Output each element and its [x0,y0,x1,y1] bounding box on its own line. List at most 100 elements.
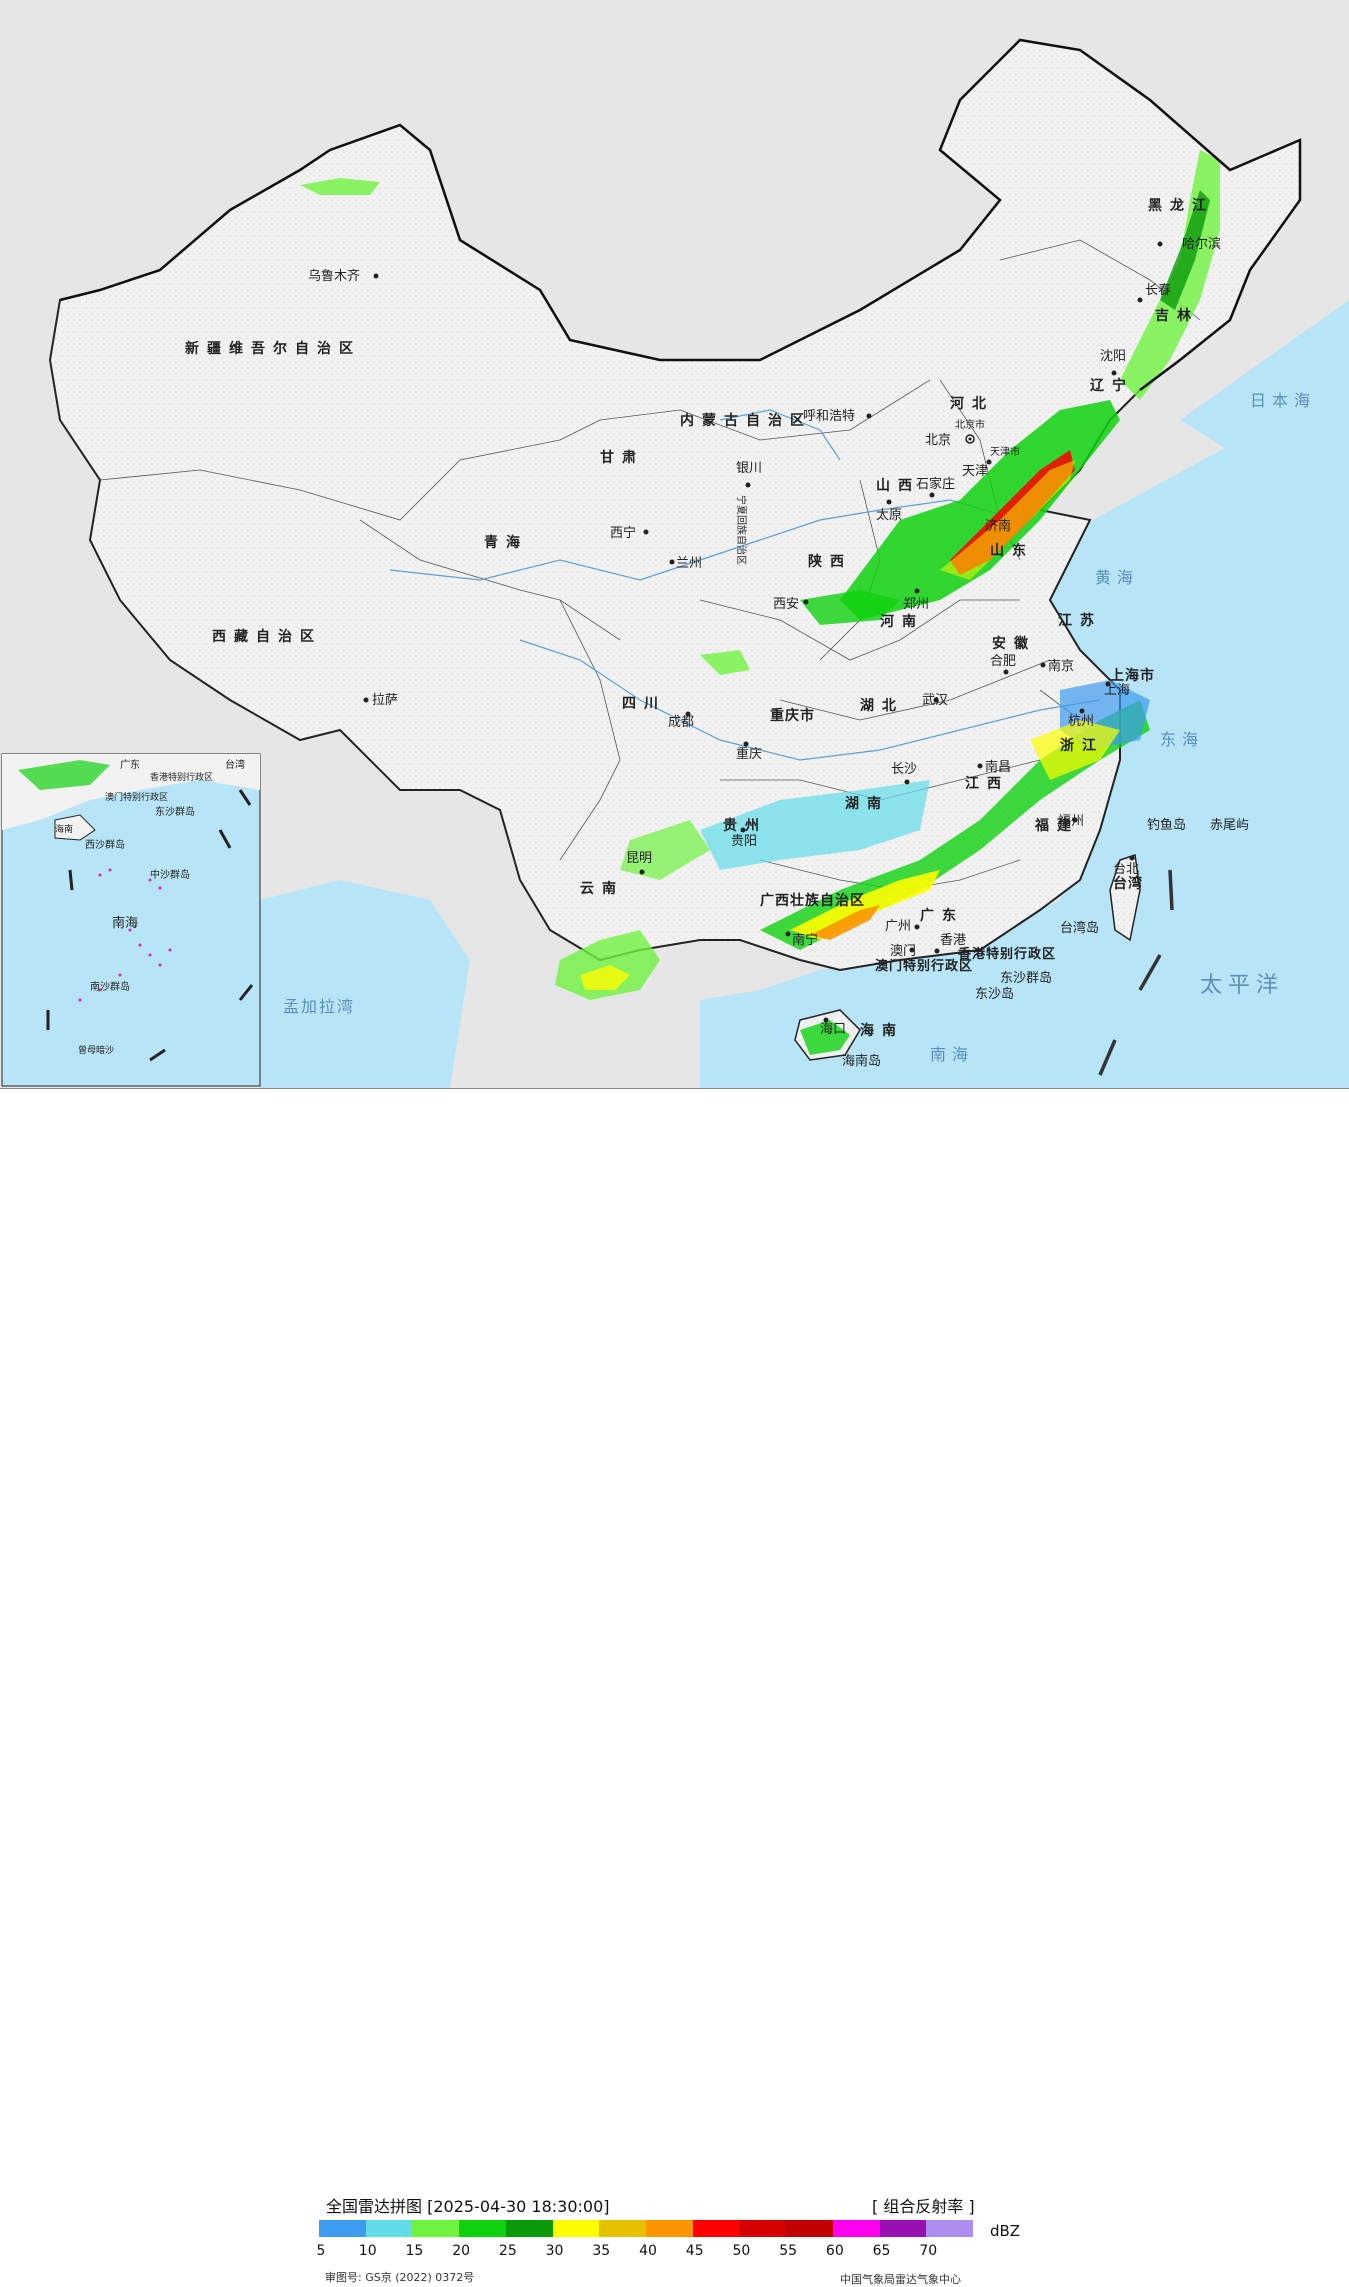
sea-japan: 日本海 [1250,391,1316,410]
label-sichuan: 四川 [622,696,666,712]
color-swatch [319,2220,366,2237]
city-changchun: 长春 [1145,283,1171,298]
bay-of-bengal [260,880,470,1088]
color-swatch [786,2220,833,2237]
label-jiangxi: 江西 [965,775,1009,792]
label-gansu: 甘肃 [600,449,644,466]
city-chengdu: 成都 [668,715,694,730]
echo-north-yellow [940,460,1075,580]
city-hefei: 合肥 [990,654,1016,669]
inset-label-zengmu: 曾母暗沙 [78,1044,114,1056]
city-urumqi: 乌鲁木齐 [308,268,360,284]
label-shaanxi: 陕西 [808,553,852,570]
city-labels: 乌鲁木齐 拉萨 西宁 兰州 银川 呼和浩特 北京 天津 石家庄 太原 西安 郑州… [308,236,1221,1037]
label-liaoning: 辽宁 [1090,377,1134,394]
color-swatch [365,2220,413,2237]
tick-label: 60 [825,2243,844,2259]
echo-shaanxi [800,590,900,625]
city-taipei: 台北 [1113,862,1139,877]
tick-label: 25 [498,2243,517,2259]
city-guangzhou: 广州 [885,919,911,934]
label-anhui: 安徽 [992,635,1036,652]
city-hohhot: 呼和浩特 [803,409,855,424]
label-chongqing: 重庆市 [770,707,815,724]
tick-label: 65 [872,2243,891,2259]
echo-yunnan-core [580,965,630,990]
label-shanxi: 山西 [876,478,920,494]
city-chongqing: 重庆 [736,746,762,762]
label-hongkong: 香港特别行政区 [957,946,1056,962]
tick-label: 10 [358,2243,377,2259]
island-chiwei: 赤尾屿 [1210,818,1249,833]
echo-south-core [790,870,940,940]
ocean [700,380,1349,1088]
label-macau: 澳门特别行政区 [875,958,973,974]
city-tianjin: 天津 [962,464,988,479]
echo-east-core [1030,720,1120,780]
city-shanghai: 上海 [1104,683,1130,698]
label-hubei: 湖北 [860,698,904,714]
echo-sichuan [700,650,750,675]
echo-xinjiang [300,178,380,195]
island-hainan: 海南岛 [842,1053,881,1069]
national-border [59,38,1302,391]
echo-guizhou [620,820,710,880]
sea-south: 南海 [930,1045,974,1064]
tick-label: 5 [316,2243,326,2259]
echo-yunnan [555,930,660,1000]
label-hunan: 湖南 [845,795,889,812]
inset-label-taiwan: 台湾 [225,758,245,771]
sea-east: 东海 [1160,730,1204,749]
inset-label-hainan: 海南 [55,823,73,835]
city-taiyuan: 太原 [876,508,902,523]
city-shenyang: 沈阳 [1100,349,1126,364]
inset-label-zhongsha: 中沙群岛 [150,868,190,881]
inset-label-xisha: 西沙群岛 [85,838,125,851]
city-hongkong: 香港 [940,933,966,948]
city-fuzhou: 福州 [1058,814,1084,829]
label-fujian: 福建 [1034,817,1079,834]
city-guiyang: 贵阳 [731,834,757,849]
tick-label: 70 [919,2243,938,2259]
city-jinan: 济南 [985,518,1011,534]
color-swatch [599,2220,647,2237]
label-hebei: 河北 [950,395,994,412]
legend-title: 全国雷达拼图 [2025-04-30 18:30:00] [326,2197,610,2216]
city-haikou: 海口 [820,1022,846,1037]
city-kunming: 昆明 [626,851,652,866]
color-swatch [739,2220,787,2237]
sea-yellow: 黄海 [1095,568,1139,587]
label-guangxi: 广西壮族自治区 [760,892,865,909]
label-shanghai: 上海市 [1110,667,1155,684]
label-beijing: 北京市 [955,418,985,431]
color-swatch [412,2220,460,2237]
city-lhasa: 拉萨 [372,693,398,708]
island-dongsha: 东沙岛 [975,986,1014,1002]
color-swatch [926,2220,974,2237]
color-swatch [692,2220,740,2237]
city-nanning: 南宁 [792,932,818,948]
legend-unit: dBZ [990,2222,1021,2240]
color-scale-ticks: 5 10 15 20 25 30 35 40 45 50 55 60 65 70 [316,2243,979,2263]
label-neimenggu: 内蒙古自治区 [680,412,812,429]
city-harbin: 哈尔滨 [1182,236,1221,252]
tick-label: 15 [405,2243,424,2259]
city-xining: 西宁 [610,525,636,541]
tick-label: 30 [545,2243,564,2259]
label-tianjin: 天津市 [990,445,1020,458]
province-borders [99,239,1201,891]
inset-label-nansha: 南沙群岛 [90,980,130,993]
inset-label-dongsha: 东沙群岛 [155,805,195,818]
echo-north-band [840,400,1120,620]
label-yunnan: 云南 [580,880,624,897]
city-macau: 澳门 [890,943,916,959]
city-beijing: 北京 [925,433,951,448]
tick-label: 40 [639,2243,657,2259]
color-scale-bar [319,2220,974,2237]
tick-label: 45 [685,2243,704,2259]
label-henan: 河南 [880,613,924,630]
label-xizang: 西藏自治区 [212,628,322,645]
label-heilongjiang: 黑龙江 [1148,197,1214,214]
color-swatch [646,2220,693,2237]
city-zhengzhou: 郑州 [903,597,929,612]
